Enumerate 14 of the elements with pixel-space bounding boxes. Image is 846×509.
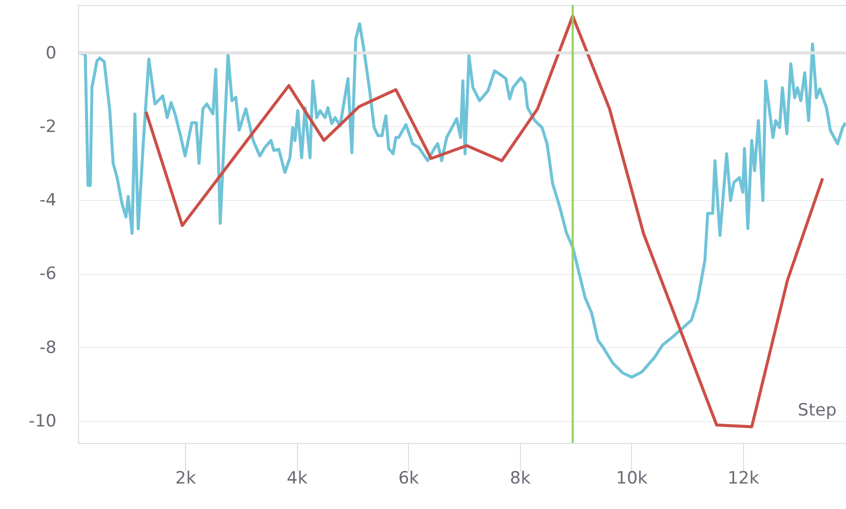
line-series	[78, 22, 846, 379]
y-tick-label: -8	[40, 338, 56, 358]
y-tick-label: 0	[46, 43, 56, 64]
y-tick-label: -10	[28, 411, 56, 432]
x-axis-title: Step	[798, 400, 836, 420]
y-tick-label: -4	[40, 190, 56, 211]
x-tick-label: 8k	[510, 468, 531, 488]
y-tick-label: -6	[40, 264, 56, 284]
x-tick-label: 6k	[398, 468, 420, 488]
x-tick-label: 10k	[616, 468, 648, 488]
x-tick-label: 12k	[728, 468, 760, 488]
x-tick-label: 2k	[175, 468, 196, 488]
x-tick-label: 4k	[286, 468, 308, 488]
y-tick-label: -2	[40, 116, 56, 137]
